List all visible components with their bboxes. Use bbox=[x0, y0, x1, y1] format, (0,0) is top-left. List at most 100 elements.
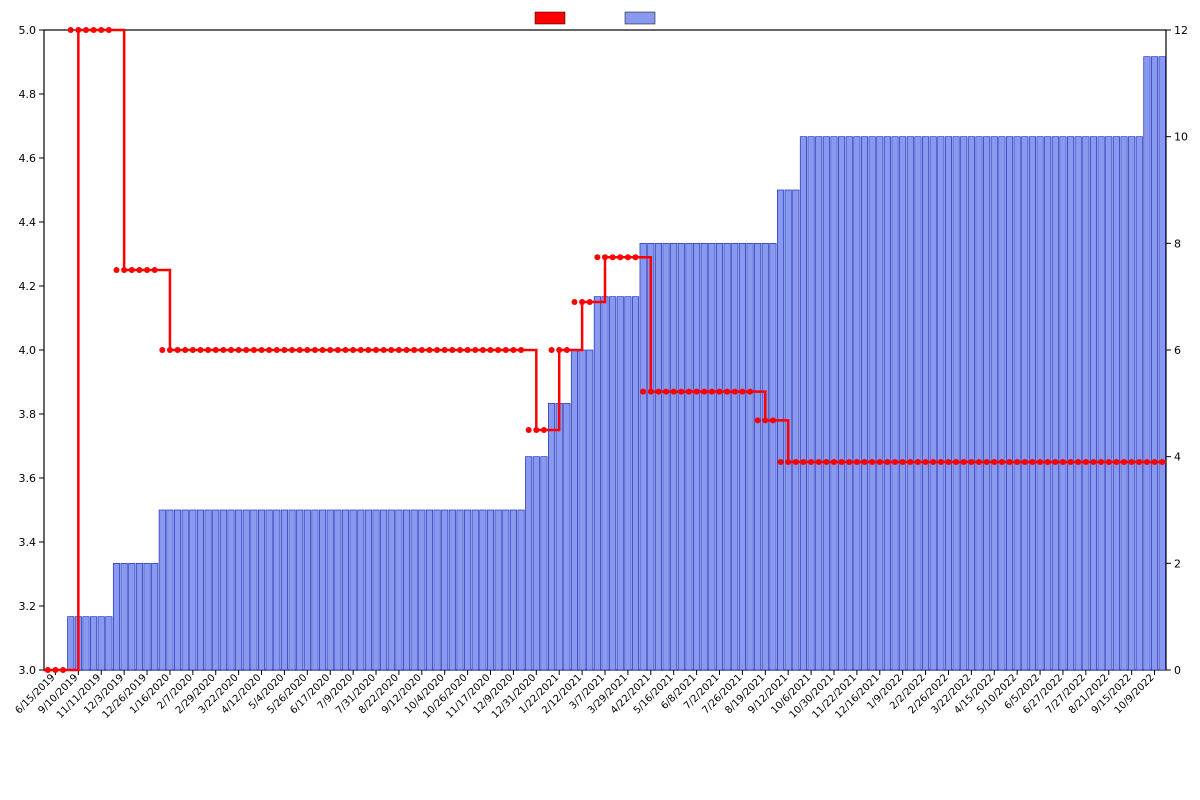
bar bbox=[922, 137, 928, 670]
line-marker bbox=[426, 347, 432, 353]
bar bbox=[525, 457, 531, 670]
line-marker bbox=[121, 267, 127, 273]
line-marker bbox=[701, 389, 707, 395]
line-marker bbox=[938, 459, 944, 465]
line-marker bbox=[136, 267, 142, 273]
bar bbox=[655, 243, 661, 670]
line-marker bbox=[991, 459, 997, 465]
line-marker bbox=[159, 347, 165, 353]
y-right-tick-label: 0 bbox=[1174, 664, 1181, 677]
legend-swatch-bar bbox=[625, 12, 655, 24]
bar bbox=[235, 510, 241, 670]
bar bbox=[899, 137, 905, 670]
bar bbox=[800, 137, 806, 670]
bar bbox=[358, 510, 364, 670]
bar bbox=[976, 137, 982, 670]
bar bbox=[1136, 137, 1142, 670]
bar bbox=[518, 510, 524, 670]
line-marker bbox=[1014, 459, 1020, 465]
bar bbox=[663, 243, 669, 670]
bar bbox=[930, 137, 936, 670]
bar bbox=[816, 137, 822, 670]
line-marker bbox=[594, 254, 600, 260]
line-marker bbox=[1144, 459, 1150, 465]
bar bbox=[1022, 137, 1028, 670]
bar bbox=[1075, 137, 1081, 670]
bar bbox=[449, 510, 455, 670]
bar bbox=[434, 510, 440, 670]
bar bbox=[533, 457, 539, 670]
line-marker bbox=[1037, 459, 1043, 465]
bar bbox=[167, 510, 173, 670]
line-marker bbox=[755, 417, 761, 423]
line-marker bbox=[846, 459, 852, 465]
line-marker bbox=[114, 267, 120, 273]
bar bbox=[823, 137, 829, 670]
line-marker bbox=[640, 389, 646, 395]
line-marker bbox=[655, 389, 661, 395]
y-left-tick-label: 4.2 bbox=[19, 280, 37, 293]
bar bbox=[205, 510, 211, 670]
line-marker bbox=[266, 347, 272, 353]
bar bbox=[1044, 137, 1050, 670]
bar bbox=[510, 510, 516, 670]
bar bbox=[1144, 57, 1150, 670]
bar bbox=[602, 297, 608, 670]
bar bbox=[129, 563, 135, 670]
bar bbox=[571, 350, 577, 670]
line-marker bbox=[1045, 459, 1051, 465]
y-right-tick-label: 12 bbox=[1174, 24, 1188, 37]
line-marker bbox=[930, 459, 936, 465]
bar bbox=[83, 617, 89, 670]
bar bbox=[1006, 137, 1012, 670]
line-marker bbox=[739, 389, 745, 395]
bar bbox=[999, 137, 1005, 670]
y-left-tick-label: 3.4 bbox=[19, 536, 37, 549]
bar bbox=[945, 137, 951, 670]
y-left-tick-label: 4.0 bbox=[19, 344, 37, 357]
bar bbox=[739, 243, 745, 670]
bar bbox=[861, 137, 867, 670]
line-marker bbox=[220, 347, 226, 353]
line-marker bbox=[1113, 459, 1119, 465]
bar bbox=[777, 190, 783, 670]
bar bbox=[480, 510, 486, 670]
bar bbox=[174, 510, 180, 670]
bar bbox=[365, 510, 371, 670]
bar bbox=[747, 243, 753, 670]
bar bbox=[68, 617, 74, 670]
bar bbox=[403, 510, 409, 670]
line-marker bbox=[1098, 459, 1104, 465]
bar bbox=[472, 510, 478, 670]
line-marker bbox=[1060, 459, 1066, 465]
line-marker bbox=[716, 389, 722, 395]
bar bbox=[678, 243, 684, 670]
line-marker bbox=[419, 347, 425, 353]
line-marker bbox=[388, 347, 394, 353]
bar bbox=[380, 510, 386, 670]
line-marker bbox=[999, 459, 1005, 465]
combo-chart: 3.03.23.43.63.84.04.24.44.64.85.00246810… bbox=[0, 0, 1200, 800]
bar bbox=[968, 137, 974, 670]
y-right-tick-label: 2 bbox=[1174, 557, 1181, 570]
bars-group bbox=[68, 57, 1166, 670]
line-marker bbox=[381, 347, 387, 353]
line-marker bbox=[1007, 459, 1013, 465]
line-marker bbox=[694, 389, 700, 395]
line-marker bbox=[778, 459, 784, 465]
line-marker bbox=[480, 347, 486, 353]
bar bbox=[793, 190, 799, 670]
bar bbox=[670, 243, 676, 670]
line-marker bbox=[976, 459, 982, 465]
line-marker bbox=[907, 459, 913, 465]
line-marker bbox=[175, 347, 181, 353]
line-marker bbox=[60, 667, 66, 673]
line-marker bbox=[152, 267, 158, 273]
bar bbox=[487, 510, 493, 670]
line-marker bbox=[709, 389, 715, 395]
bar bbox=[182, 510, 188, 670]
line-marker bbox=[91, 27, 97, 33]
line-marker bbox=[52, 667, 58, 673]
line-marker bbox=[411, 347, 417, 353]
line-marker bbox=[587, 299, 593, 305]
